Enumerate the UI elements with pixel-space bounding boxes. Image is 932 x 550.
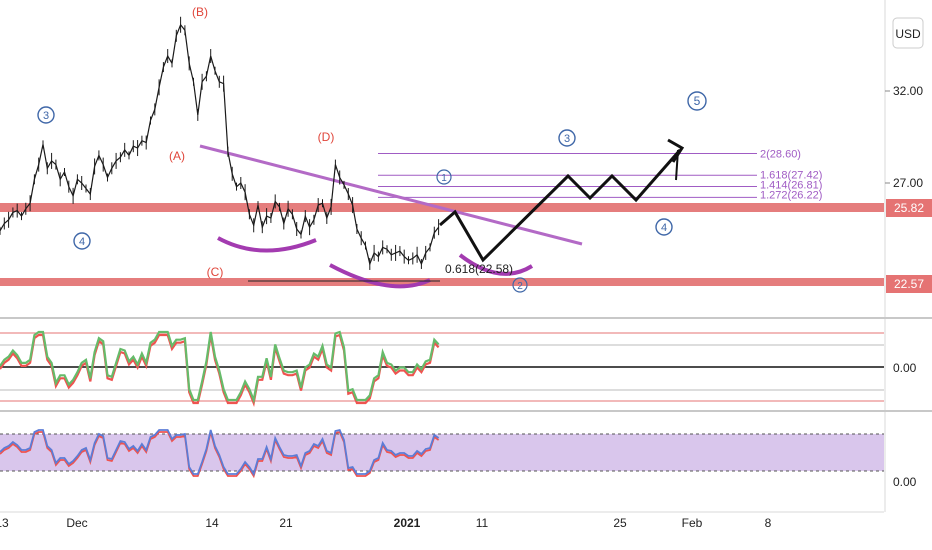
price-tick-32: 32.00: [893, 84, 923, 98]
price-line: [0, 23, 440, 267]
fib-label: 2(28.60): [760, 149, 801, 161]
wave-label-3-right: 3: [564, 133, 570, 145]
oscillator-1: [0, 330, 884, 407]
price-badge-upper: [886, 199, 932, 217]
price-badge-lower: [886, 275, 932, 293]
time-tick-2021: 2021: [394, 516, 421, 530]
wave-label-2: 2: [517, 281, 523, 292]
wave-labels: 3 4 1 2 3 4 5 (B) (A) (D) (C) 0.618(22.5…: [37, 5, 707, 293]
wave-circle-2: [512, 277, 528, 293]
time-tick-14: 14: [205, 516, 219, 530]
price-axis[interactable]: USD 32.00 27.00 25.82 22.57 0.00 0.00: [885, 17, 932, 489]
wave-label-5: 5: [694, 94, 701, 108]
time-axis[interactable]: 13 Dec 14 21 2021 11 25 Feb 8: [0, 516, 772, 530]
price-tick-27: 27.00: [893, 176, 923, 190]
wave-label-A: (A): [169, 149, 185, 163]
currency-label[interactable]: USD: [895, 27, 921, 41]
osc1-main-line: [0, 330, 440, 404]
wave-label-1: 1: [441, 173, 447, 184]
osc2-main-line: [0, 428, 440, 477]
wave-circle-4-right: [655, 218, 673, 236]
currency-box[interactable]: [892, 17, 924, 49]
time-tick-dec: Dec: [66, 516, 87, 530]
price-badge-lower-label: 22.57: [894, 277, 924, 291]
fib-extension-levels[interactable]: 2(28.60) 1.618(27.42)1.414(26.81)1.272(26…: [378, 149, 822, 202]
time-tick-25: 25: [613, 516, 627, 530]
wave-label-4-left: 4: [79, 236, 85, 248]
osc1-tick-zero: 0.00: [893, 361, 917, 375]
oscillator-2: [0, 428, 884, 479]
projection-path[interactable]: [439, 149, 682, 263]
wave-label-B: (B): [192, 5, 208, 19]
wave-label-4-right: 4: [661, 222, 667, 234]
osc2-tick-zero: 0.00: [893, 475, 917, 489]
wave-circle-3-left: [37, 106, 55, 124]
wave-label-C: (C): [207, 265, 224, 279]
drawings[interactable]: [199, 138, 685, 289]
falling-trendline[interactable]: [199, 144, 583, 246]
wave-circle-1: [436, 169, 452, 185]
rounding-arc-1[interactable]: [217, 236, 317, 253]
price-badge-upper-label: 25.82: [894, 201, 924, 215]
fib-label: 1.414(26.81): [760, 179, 822, 191]
rounding-arc-2[interactable]: [329, 263, 431, 289]
wave-label-D: (D): [318, 130, 335, 144]
time-tick-11: 11: [476, 516, 489, 530]
fib-label: 1.272(26.22): [760, 189, 822, 201]
wave-circle-5: [687, 91, 707, 111]
time-tick-13: 13: [0, 516, 9, 530]
price-series: [0, 16, 440, 270]
wave-circle-3-right: [558, 129, 576, 147]
fib-label: 1.618(27.42): [760, 169, 822, 181]
time-tick-8: 8: [765, 516, 772, 530]
time-tick-feb: Feb: [682, 516, 703, 530]
wave-label-3-left: 3: [43, 110, 49, 122]
osc2-band: [0, 434, 884, 471]
wave-circle-4-left: [73, 232, 91, 250]
projection-arrowhead[interactable]: [667, 138, 685, 163]
support-band[interactable]: [0, 278, 884, 286]
rounding-arc-3[interactable]: [458, 253, 534, 276]
retracement-label: 0.618(22.58): [445, 262, 513, 276]
time-tick-21: 21: [279, 516, 293, 530]
main-pane-bg: [0, 0, 884, 316]
